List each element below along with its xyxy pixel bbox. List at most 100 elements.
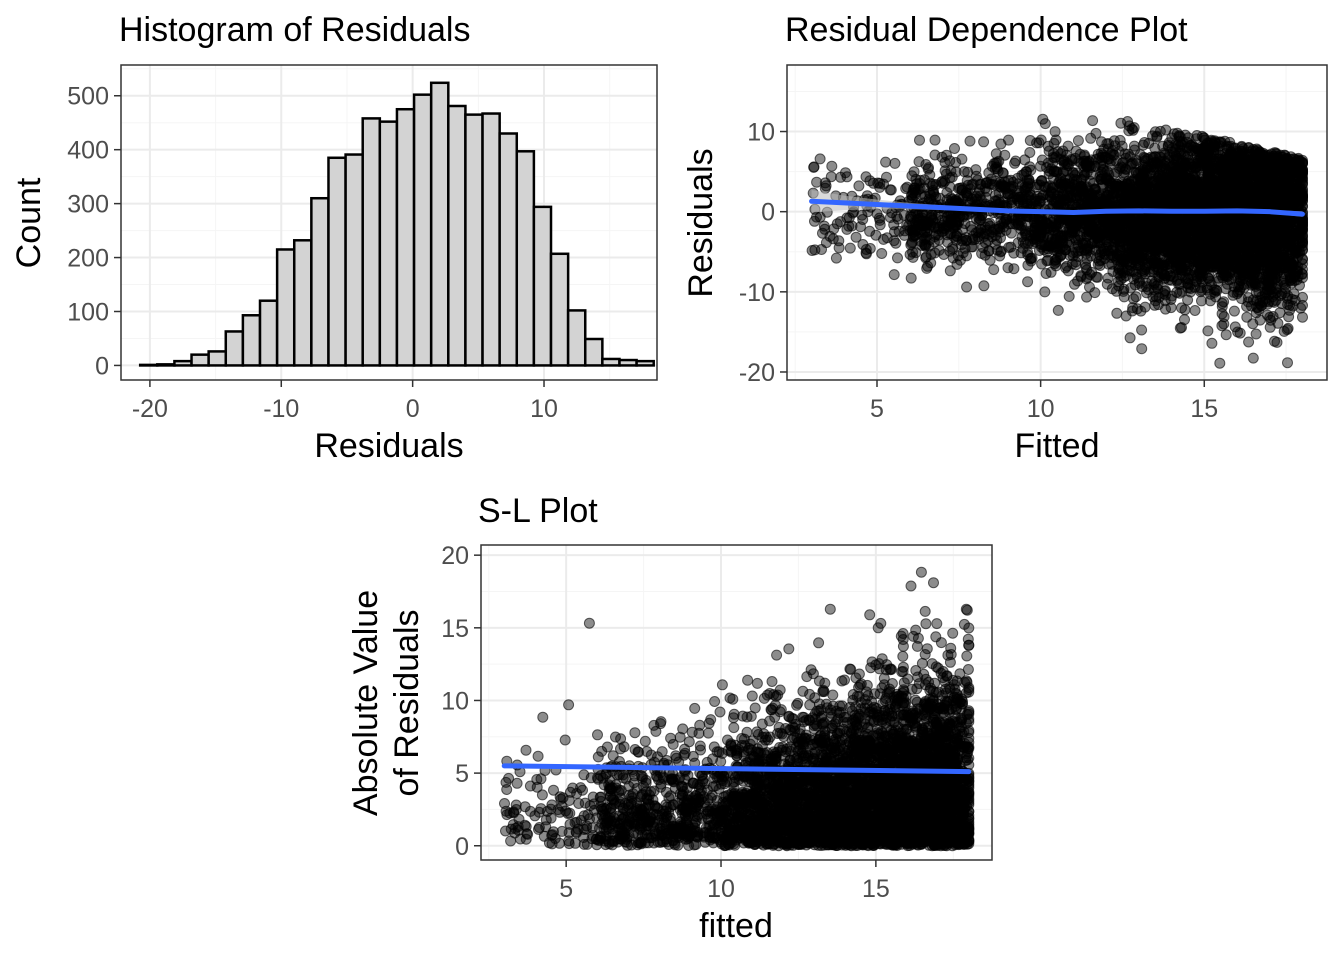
histogram-bar bbox=[361, 117, 382, 367]
residual-point bbox=[870, 229, 882, 241]
histogram-bar bbox=[327, 156, 347, 367]
residual-dependence-plot-area bbox=[786, 64, 1328, 381]
residual-point bbox=[1139, 301, 1151, 313]
residual-point bbox=[1016, 231, 1028, 243]
residual-point bbox=[1035, 241, 1047, 253]
residual-dependence-panel: Residual Dependence Plot 5 10 15 -20-10010… bbox=[682, 11, 1328, 465]
residual-point bbox=[910, 247, 922, 259]
residual-point bbox=[830, 252, 842, 264]
residual-point bbox=[936, 176, 947, 188]
residual-point bbox=[947, 244, 959, 255]
residual-point bbox=[941, 149, 952, 161]
residual-point bbox=[1297, 263, 1308, 275]
histogram-bar bbox=[190, 353, 210, 367]
residual-point bbox=[1297, 311, 1308, 323]
residual-point bbox=[808, 161, 820, 173]
histogram-bar bbox=[429, 81, 450, 367]
residual-point bbox=[1053, 177, 1065, 189]
residual-point bbox=[949, 143, 960, 154]
residual-point bbox=[1178, 148, 1190, 160]
residual-point bbox=[833, 242, 845, 254]
histogram-bar bbox=[224, 330, 245, 367]
residual-point bbox=[1249, 233, 1261, 245]
residual-point bbox=[1174, 163, 1186, 175]
histogram-y-axis-label: Count bbox=[10, 177, 48, 268]
residual-point bbox=[1005, 227, 1017, 239]
residual-point bbox=[1127, 124, 1139, 136]
histogram-y-tick-label: 100 bbox=[67, 298, 109, 326]
residual-point bbox=[1189, 305, 1201, 316]
residual-point bbox=[1084, 281, 1095, 293]
residual-point bbox=[1206, 337, 1218, 349]
residual-point bbox=[876, 248, 888, 259]
histogram-bar bbox=[447, 104, 467, 367]
residual-point bbox=[1044, 165, 1056, 177]
residual-point bbox=[889, 157, 901, 169]
residual-point bbox=[811, 176, 823, 188]
histogram-bar bbox=[635, 359, 655, 367]
residual-point bbox=[1079, 244, 1090, 256]
residual-point bbox=[1242, 296, 1254, 308]
residual-point bbox=[1039, 286, 1051, 298]
residual-point bbox=[925, 257, 937, 269]
residual-point bbox=[929, 134, 941, 146]
histogram-bar bbox=[173, 359, 193, 367]
residual-point bbox=[1282, 322, 1294, 334]
residual-point bbox=[814, 211, 826, 223]
residual-point bbox=[1093, 152, 1105, 164]
residual-point bbox=[1196, 143, 1208, 155]
residual-point bbox=[1196, 130, 1208, 142]
residual-point bbox=[1064, 250, 1076, 261]
residual-point bbox=[1124, 332, 1136, 344]
residual-point bbox=[888, 219, 900, 231]
residual-point bbox=[1228, 305, 1240, 317]
histogram-bar bbox=[344, 153, 364, 367]
residual-point bbox=[954, 254, 966, 266]
histogram-x-tick-label: -20 bbox=[132, 395, 168, 423]
histogram-bar bbox=[618, 358, 638, 367]
residual-point bbox=[1061, 149, 1072, 161]
residual-point bbox=[1087, 214, 1098, 226]
residual-point bbox=[1008, 263, 1020, 275]
histogram-bar bbox=[258, 299, 279, 367]
residual-point bbox=[1295, 302, 1307, 314]
histogram-bar bbox=[498, 132, 519, 367]
residual-point bbox=[1243, 336, 1255, 348]
residual-point bbox=[1269, 335, 1280, 347]
residual-point bbox=[1095, 244, 1107, 255]
residual-point bbox=[1087, 115, 1099, 127]
histogram-x-ticks: -20 -10 0 10 bbox=[132, 380, 558, 423]
residual-point bbox=[1247, 352, 1259, 364]
residual-point bbox=[880, 156, 892, 168]
histogram-bar bbox=[138, 363, 159, 367]
residual-point bbox=[1128, 140, 1140, 152]
residual-point bbox=[967, 178, 979, 190]
residual-point bbox=[1116, 157, 1128, 169]
residual-point bbox=[1003, 242, 1015, 253]
residual-point bbox=[1092, 271, 1103, 283]
residual-point bbox=[949, 216, 961, 228]
histogram-x-axis-label: Residuals bbox=[314, 427, 463, 465]
residual-point bbox=[1141, 287, 1152, 299]
residual-point bbox=[988, 264, 1000, 276]
residual-point bbox=[1122, 116, 1134, 127]
residual-point bbox=[1250, 328, 1262, 340]
residual-point bbox=[1019, 219, 1031, 231]
residual-point bbox=[1016, 179, 1028, 191]
residual-point bbox=[904, 213, 916, 225]
residual-point bbox=[855, 221, 866, 233]
residual-point bbox=[1033, 137, 1045, 149]
histogram-bar bbox=[532, 205, 553, 367]
histogram-bars bbox=[138, 81, 655, 367]
residual-point bbox=[1214, 357, 1226, 369]
residual-point bbox=[918, 234, 930, 245]
residual-point bbox=[1288, 288, 1300, 300]
residual-point bbox=[1040, 268, 1052, 279]
residual-point bbox=[978, 136, 990, 148]
histogram-bar bbox=[412, 93, 433, 367]
residual-point bbox=[1127, 302, 1139, 314]
residual-point bbox=[1040, 181, 1052, 193]
residual-point bbox=[950, 166, 962, 178]
